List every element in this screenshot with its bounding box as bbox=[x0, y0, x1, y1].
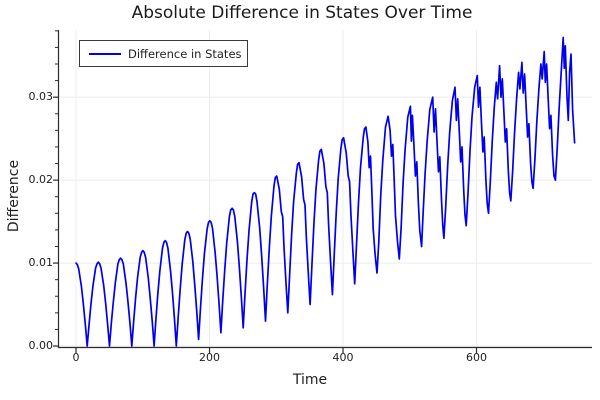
y-tick-label: 0.03 bbox=[28, 90, 54, 104]
y-tick-label: 0.02 bbox=[28, 173, 54, 187]
y-tick-label: 0.00 bbox=[28, 339, 54, 352]
x-axis-label: Time bbox=[292, 372, 328, 388]
y-tick-label: 0.01 bbox=[28, 256, 54, 270]
difference-line-series bbox=[75, 36, 576, 347]
legend-box: Difference in States bbox=[79, 40, 248, 67]
x-tick-label: 600 bbox=[466, 351, 488, 364]
x-tick-label: 0 bbox=[72, 351, 80, 364]
y-axis-label: Difference bbox=[6, 159, 22, 233]
legend-line-swatch bbox=[89, 52, 121, 55]
x-tick-label: 400 bbox=[332, 351, 354, 364]
legend-label: Difference in States bbox=[128, 46, 242, 61]
chart-title: Absolute Difference in States Over Time bbox=[131, 3, 473, 23]
x-tick-label: 200 bbox=[199, 351, 221, 364]
